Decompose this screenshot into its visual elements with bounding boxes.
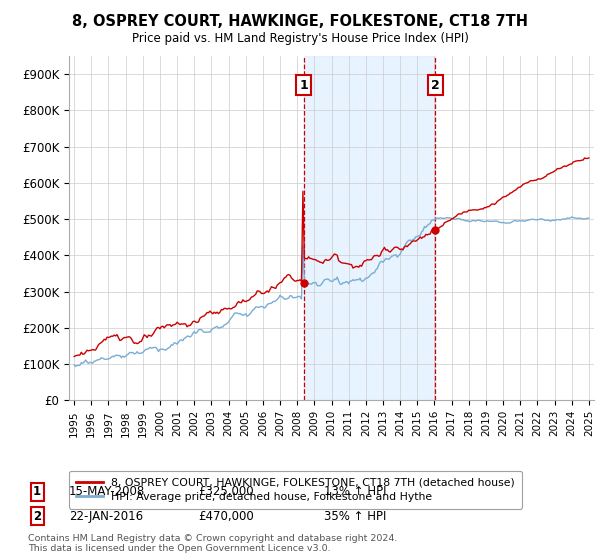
Bar — [304, 56, 435, 400]
Text: This data is licensed under the Open Government Licence v3.0.: This data is licensed under the Open Gov… — [28, 544, 331, 553]
Text: Price paid vs. HM Land Registry's House Price Index (HPI): Price paid vs. HM Land Registry's House … — [131, 32, 469, 45]
Text: 35% ↑ HPI: 35% ↑ HPI — [324, 510, 386, 523]
Text: 1: 1 — [299, 78, 308, 91]
Text: 2: 2 — [431, 78, 440, 91]
Text: 15-MAY-2008: 15-MAY-2008 — [69, 485, 145, 498]
Text: £470,000: £470,000 — [198, 510, 254, 523]
Text: 1: 1 — [33, 485, 41, 498]
Text: 22-JAN-2016: 22-JAN-2016 — [69, 510, 143, 523]
Legend: 8, OSPREY COURT, HAWKINGE, FOLKESTONE, CT18 7TH (detached house), HPI: Average p: 8, OSPREY COURT, HAWKINGE, FOLKESTONE, C… — [69, 472, 521, 508]
Text: Contains HM Land Registry data © Crown copyright and database right 2024.: Contains HM Land Registry data © Crown c… — [28, 534, 398, 543]
Text: 2: 2 — [33, 510, 41, 523]
Text: 13% ↑ HPI: 13% ↑ HPI — [324, 485, 386, 498]
Text: 8, OSPREY COURT, HAWKINGE, FOLKESTONE, CT18 7TH: 8, OSPREY COURT, HAWKINGE, FOLKESTONE, C… — [72, 14, 528, 29]
Text: £325,000: £325,000 — [198, 485, 254, 498]
